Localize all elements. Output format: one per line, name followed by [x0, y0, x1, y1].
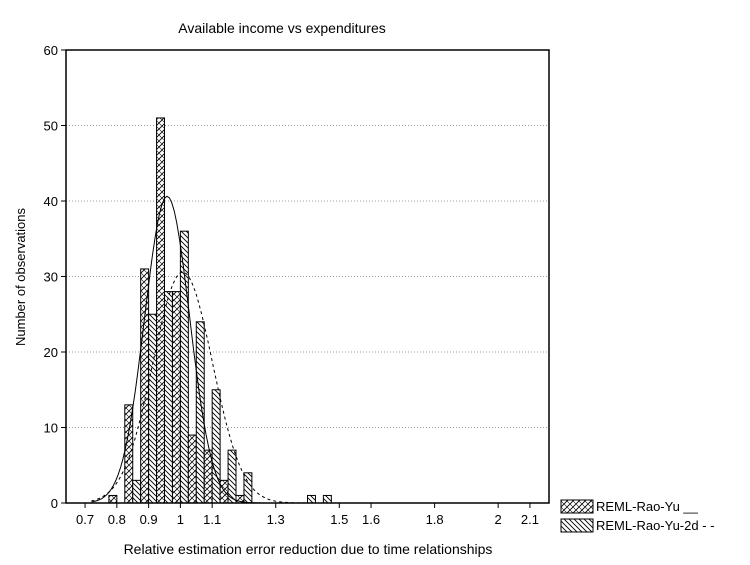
legend-label-rao-yu-2d: REML-Rao-Yu-2d - -: [596, 518, 714, 533]
x-tick-label: 2.1: [521, 512, 539, 527]
legend-swatch-rao-yu-2d: [560, 518, 594, 533]
bar-series-1: [195, 321, 205, 504]
y-tick-label: 50: [44, 119, 58, 134]
x-tick-label: 0.9: [140, 512, 158, 527]
bar-series-1: [322, 494, 332, 504]
x-tick-label: 1.8: [426, 512, 444, 527]
legend: REML-Rao-Yu __ REML-Rao-Yu-2d - -: [560, 499, 714, 533]
y-tick-label: 30: [44, 270, 58, 285]
bar-series-1: [211, 389, 221, 504]
y-axis-label: Number of observations: [13, 207, 28, 346]
bar-series-0: [187, 434, 197, 504]
x-tick-label: 0.7: [76, 512, 94, 527]
legend-swatch-rao-yu: [560, 499, 594, 514]
bar-series-1: [227, 449, 237, 504]
bar-series-0: [124, 404, 134, 504]
bar-series-0: [140, 268, 150, 504]
bar-series-0: [156, 117, 166, 504]
gridlines: [66, 125, 549, 428]
y-tick-label: 20: [44, 345, 58, 360]
bar-series-0: [171, 291, 181, 504]
x-tick-label: 1.6: [362, 512, 380, 527]
bar-series-1: [132, 479, 142, 504]
bar-series-1: [164, 291, 173, 504]
x-tick-label: 1: [177, 512, 184, 527]
bar-series-1: [307, 494, 316, 504]
bar-series-1: [148, 313, 158, 504]
x-tick-label: 1.1: [203, 512, 221, 527]
x-tick-label: 2: [495, 512, 502, 527]
y-tick-label: 60: [44, 43, 58, 58]
x-tick-label: 0.8: [108, 512, 126, 527]
x-axis-label: Relative estimation error reduction due …: [124, 541, 493, 557]
legend-label-rao-yu: REML-Rao-Yu __: [596, 499, 699, 514]
y-tick-label: 0: [51, 496, 58, 511]
bar-series-0: [108, 494, 118, 504]
y-tick-label: 40: [44, 194, 58, 209]
x-tick-label: 1.3: [267, 512, 285, 527]
x-axis-ticks: 0.7 0.8 0.9 1 1.1 1.3 1.5 1.6 1.8 2 2.1: [76, 503, 539, 527]
bar-series-1: [243, 472, 253, 504]
bars: [108, 117, 332, 504]
bar-series-0: [219, 479, 229, 504]
y-tick-label: 10: [44, 421, 58, 436]
x-tick-label: 1.5: [330, 512, 348, 527]
y-axis-ticks: 0 10 20 30 40 50 60: [44, 43, 66, 511]
chart-title: Available income vs expenditures: [178, 20, 386, 36]
